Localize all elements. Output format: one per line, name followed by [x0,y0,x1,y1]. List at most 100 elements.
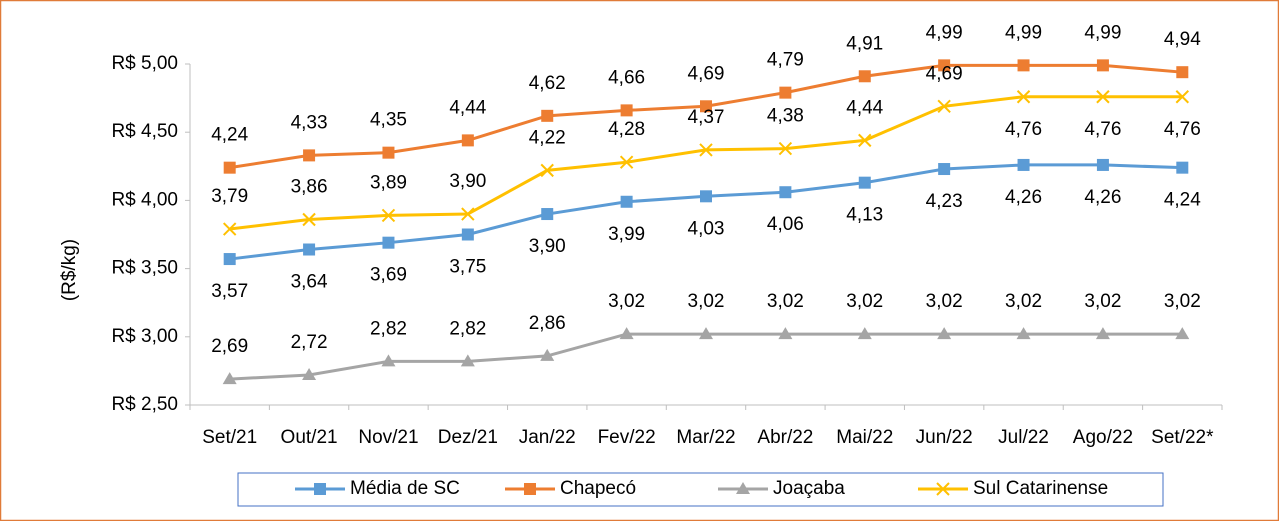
data-label: 3,02 [1164,291,1201,312]
point [1017,59,1030,72]
point [460,354,475,367]
data-label: 4,99 [1084,22,1121,43]
data-label: 4,76 [1005,119,1042,140]
y-axis-label: (R$/kg) [59,239,80,301]
data-label: 4,24 [1164,190,1201,211]
point [541,109,554,122]
x-tick-label: Mar/22 [676,427,735,448]
data-label: 4,24 [211,125,248,146]
data-label: 3,79 [211,186,248,207]
legend-marker [936,482,950,496]
point [858,70,871,83]
x-tick-label: Jul/22 [998,427,1049,448]
point [858,176,871,189]
point [1095,327,1110,340]
point [461,207,475,221]
y-tick-label: R$ 3,00 [111,326,178,347]
point [222,222,237,236]
point [1096,158,1109,171]
point [778,327,793,340]
data-label: 2,86 [529,313,566,334]
point [1176,161,1189,174]
data-label: 2,72 [291,332,328,353]
point [699,327,713,340]
data-label: 3,02 [1005,291,1042,312]
point [619,155,634,169]
data-label: 4,62 [529,73,566,94]
point [938,59,951,72]
point [937,99,951,113]
point [382,236,395,249]
data-label: 3,75 [449,257,486,278]
point [1176,66,1189,79]
data-label: 4,66 [608,67,645,88]
legend-box [237,472,1164,507]
y-tick-label: R$ 4,50 [111,121,178,142]
point [779,186,792,199]
legend-label: Joaçaba [773,478,845,499]
point [1017,158,1030,171]
x-tick-label: Jan/22 [519,427,576,448]
point [382,146,395,159]
point [620,104,633,117]
data-label: 2,69 [211,336,248,357]
data-label: 4,76 [1164,119,1201,140]
y-tick-label: R$ 5,00 [111,53,178,74]
point [937,327,952,340]
point [461,134,474,147]
point [540,163,554,178]
point [1016,327,1031,340]
data-label: 3,90 [529,236,566,257]
point [461,228,474,241]
data-label: 4,99 [1005,22,1042,43]
data-label: 4,06 [767,214,804,235]
x-tick-label: Nov/21 [358,427,418,448]
data-label: 4,23 [926,191,963,212]
data-label: 4,69 [926,63,963,84]
point [1175,327,1190,340]
data-label: 4,44 [846,97,883,118]
data-label: 4,26 [1084,187,1121,208]
x-tick-label: Jun/22 [916,427,973,448]
point [858,133,872,148]
point [699,143,713,157]
point [619,327,634,340]
data-label: 3,89 [370,172,407,193]
point [223,253,236,266]
data-label: 2,82 [449,318,486,339]
y-tick-label: R$ 2,50 [111,394,178,415]
point [620,195,633,208]
point [938,163,951,176]
data-label: 4,38 [767,106,804,127]
data-label: 4,26 [1005,187,1042,208]
data-label: 3,99 [608,224,645,245]
x-tick-label: Abr/22 [757,427,813,448]
point [700,190,712,203]
data-label: 4,33 [291,112,328,133]
point [302,212,316,227]
data-label: 4,22 [529,127,566,148]
data-label: 4,28 [608,119,645,140]
data-label: 3,02 [688,291,725,312]
y-tick-label: R$ 4,00 [111,189,178,210]
data-label: 4,94 [1164,29,1201,50]
point [1016,90,1031,104]
data-label: 3,02 [608,291,645,312]
data-label: 3,02 [1084,291,1121,312]
x-tick-label: Set/22* [1151,427,1214,448]
data-label: 2,82 [370,318,407,339]
x-tick-label: Ago/22 [1073,427,1133,448]
point [303,243,316,256]
point [1096,90,1110,104]
point [302,367,317,380]
data-label: 4,69 [688,63,725,84]
point [541,208,554,221]
data-label: 4,13 [846,205,883,226]
point [303,149,316,162]
data-label: 4,03 [688,218,725,239]
data-label: 4,37 [688,107,725,128]
data-label: 3,64 [291,272,328,293]
legend-marker [314,483,326,495]
legend-label: Média de SC [350,478,460,499]
